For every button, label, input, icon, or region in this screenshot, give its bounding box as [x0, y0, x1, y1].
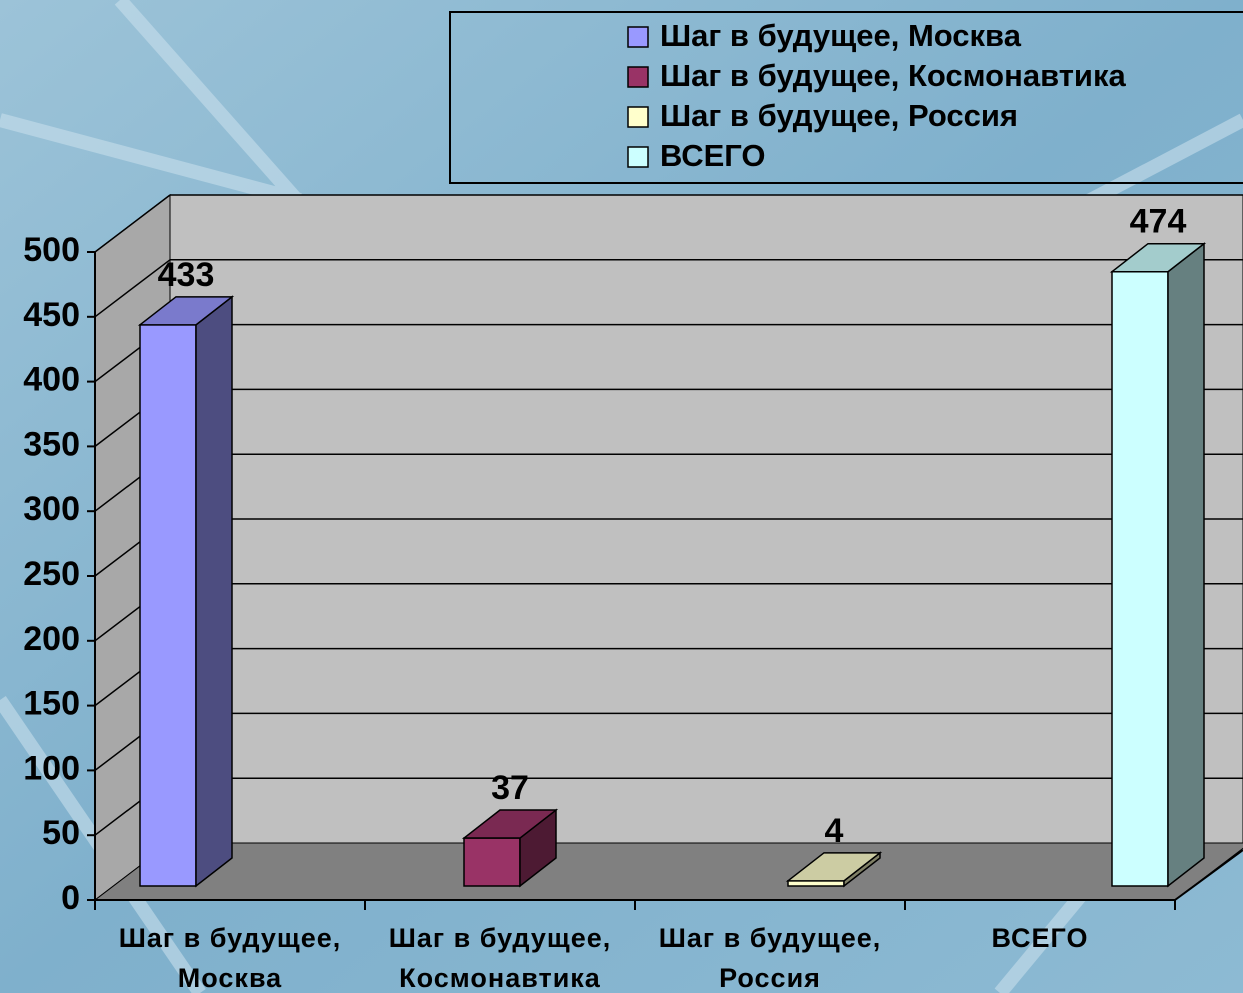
legend-label: ВСЕГО — [660, 138, 766, 173]
bar-side — [195, 295, 233, 888]
legend-label: Шаг в будущее, Космонавтика — [660, 58, 1126, 93]
y-tick-label: 400 — [23, 361, 80, 399]
bar-front — [787, 880, 845, 887]
value-label: 37 — [491, 769, 529, 807]
legend-label: Шаг в будущее, Россия — [660, 98, 1018, 133]
bar-top — [137, 296, 235, 326]
y-tick-label: 500 — [23, 231, 80, 269]
legend-box — [449, 11, 1243, 184]
y-tick-label: 250 — [23, 555, 80, 593]
y-tick-label: 100 — [23, 749, 80, 787]
y-tick-label: 300 — [23, 490, 80, 528]
y-tick-label: 200 — [23, 620, 80, 658]
bar-side — [1167, 242, 1205, 888]
y-tick-label: 0 — [61, 879, 80, 917]
legend-swatch — [627, 66, 649, 88]
grid-line — [94, 194, 171, 253]
bar-front — [139, 324, 197, 887]
legend-label: Шаг в будущее, Москва — [660, 18, 1022, 53]
value-label: 474 — [1130, 203, 1187, 241]
bar-front — [1111, 270, 1169, 887]
bar-top — [461, 809, 559, 839]
legend-swatch — [627, 26, 649, 48]
floor-edge — [1174, 849, 1243, 901]
bar-top — [1109, 242, 1207, 273]
value-label: 4 — [825, 812, 844, 850]
x-tick-label: Шаг в будущее, Космонавтика — [388, 923, 612, 993]
grid-line — [94, 259, 171, 318]
value-label: 433 — [158, 256, 215, 294]
x-tick-marks — [94, 900, 1176, 910]
bar-front — [463, 837, 521, 887]
y-tick-label: 450 — [23, 296, 80, 334]
y-tick-label: 350 — [23, 425, 80, 463]
floor — [93, 842, 1243, 901]
x-tick-label: Шаг в будущее, Россия — [658, 923, 882, 993]
x-tick-label: Шаг в будущее, Москва — [118, 923, 342, 993]
bar-top — [785, 852, 883, 882]
y-tick-label: 150 — [23, 685, 80, 723]
legend-swatch — [627, 106, 649, 128]
legend-swatch — [627, 146, 649, 168]
y-tick-label: 50 — [42, 814, 80, 852]
x-tick-label: ВСЕГО — [991, 923, 1089, 953]
